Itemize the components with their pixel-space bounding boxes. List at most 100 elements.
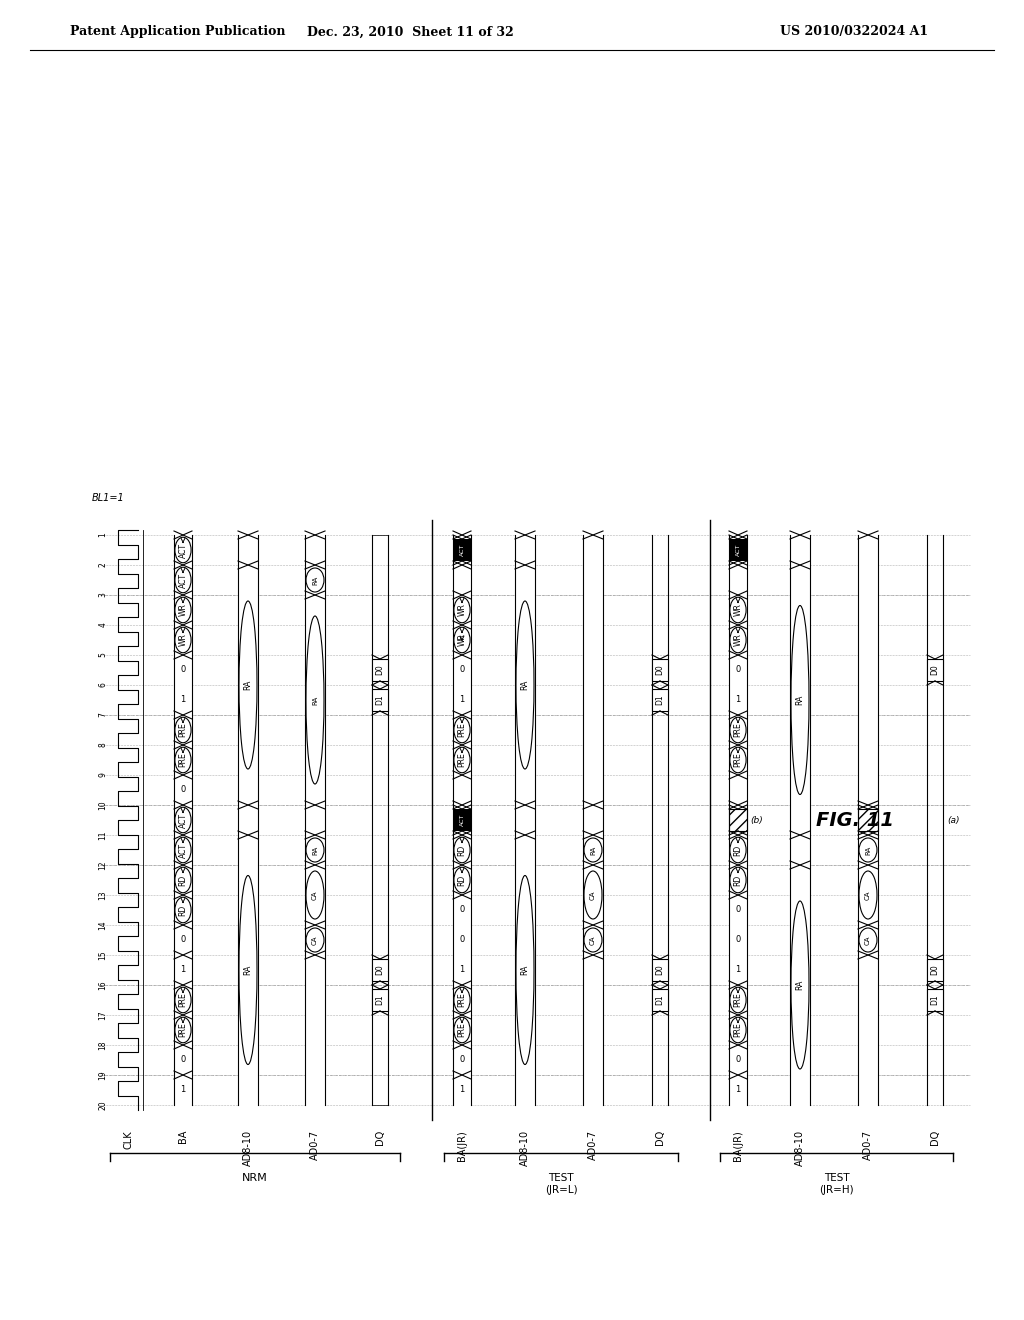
Ellipse shape [516,601,534,770]
Ellipse shape [239,875,257,1064]
Text: D0: D0 [376,965,384,975]
Text: 1: 1 [460,1085,465,1094]
Ellipse shape [454,747,470,772]
Text: D1: D1 [931,995,939,1006]
Text: 0: 0 [180,936,185,945]
Ellipse shape [730,627,746,653]
Text: PRE: PRE [458,752,467,767]
Text: WR: WR [733,603,742,616]
Ellipse shape [306,568,324,591]
Ellipse shape [306,616,324,784]
Text: 6: 6 [98,682,108,688]
Text: RD: RD [458,845,467,855]
Text: 16: 16 [98,981,108,990]
Text: RA: RA [796,979,805,990]
Text: 13: 13 [98,890,108,900]
Text: RA: RA [520,680,529,690]
Text: RD: RD [178,904,187,916]
Ellipse shape [454,627,470,653]
Ellipse shape [859,928,877,952]
Ellipse shape [306,928,324,952]
Text: CA: CA [590,890,596,900]
Polygon shape [372,960,388,981]
Text: AD8-10: AD8-10 [243,1130,253,1166]
Ellipse shape [454,837,470,863]
Text: BA(JR): BA(JR) [457,1130,467,1160]
Text: FIG. 11: FIG. 11 [816,810,894,829]
Ellipse shape [730,597,746,623]
Ellipse shape [584,871,602,919]
Ellipse shape [791,606,809,795]
Ellipse shape [859,838,877,862]
Ellipse shape [175,1018,191,1043]
Text: 19: 19 [98,1071,108,1080]
Polygon shape [453,539,471,561]
Text: (b): (b) [750,816,763,825]
Text: 0: 0 [460,1056,465,1064]
Text: D0: D0 [376,665,384,676]
Polygon shape [927,960,943,981]
Text: RA: RA [312,845,318,854]
Text: 7: 7 [98,713,108,718]
Text: D0: D0 [655,665,665,676]
Text: RD: RD [178,874,187,886]
Ellipse shape [175,867,191,892]
Ellipse shape [175,627,191,653]
Text: WR: WR [178,634,187,647]
Text: AD8-10: AD8-10 [520,1130,530,1166]
Text: 0: 0 [735,1056,740,1064]
Ellipse shape [306,838,324,862]
Text: TEST
(JR=L): TEST (JR=L) [545,1173,578,1195]
Text: CA: CA [865,936,871,945]
Polygon shape [652,989,668,1011]
Text: WR: WR [458,634,467,647]
Text: 1: 1 [98,533,108,537]
Text: D1: D1 [655,995,665,1006]
Ellipse shape [859,871,877,919]
Text: D1: D1 [655,694,665,705]
Text: 18: 18 [98,1040,108,1049]
Polygon shape [729,539,746,561]
Text: CA: CA [590,936,596,945]
Text: 0: 0 [460,906,465,915]
Text: (a): (a) [947,816,959,825]
Text: 8: 8 [98,743,108,747]
Text: RA: RA [796,694,805,705]
Text: CA: CA [312,890,318,900]
Text: US 2010/0322024 A1: US 2010/0322024 A1 [780,25,928,38]
Text: D1: D1 [376,995,384,1006]
Text: ACT: ACT [178,543,187,557]
Ellipse shape [516,875,534,1064]
Text: AD8-10: AD8-10 [795,1130,805,1166]
Text: PRE: PRE [178,722,187,738]
Text: 3: 3 [98,593,108,598]
Ellipse shape [730,987,746,1012]
Text: Dec. 23, 2010  Sheet 11 of 32: Dec. 23, 2010 Sheet 11 of 32 [306,25,513,38]
Polygon shape [372,989,388,1011]
Ellipse shape [454,597,470,623]
Text: 15: 15 [98,950,108,960]
Text: 17: 17 [98,1010,108,1020]
Text: 1: 1 [735,965,740,974]
Ellipse shape [175,837,191,863]
Text: D0: D0 [931,665,939,676]
Text: PRE: PRE [178,1023,187,1038]
Ellipse shape [239,601,257,770]
Ellipse shape [454,987,470,1012]
Text: AD0-7: AD0-7 [863,1130,873,1160]
Text: RA: RA [312,696,318,705]
Text: RA: RA [865,845,871,854]
Ellipse shape [730,747,746,772]
Text: WR: WR [733,634,742,647]
Text: TEST
(JR=H): TEST (JR=H) [819,1173,854,1195]
Text: ACT: ACT [178,813,187,828]
Text: RA: RA [590,845,596,854]
Ellipse shape [730,867,746,892]
Ellipse shape [175,747,191,772]
Text: DQ: DQ [655,1130,665,1146]
Text: NRM: NRM [242,1173,268,1183]
Text: 2: 2 [98,562,108,568]
Text: 1: 1 [735,1085,740,1094]
Ellipse shape [454,867,470,892]
Text: CLK: CLK [123,1130,133,1148]
